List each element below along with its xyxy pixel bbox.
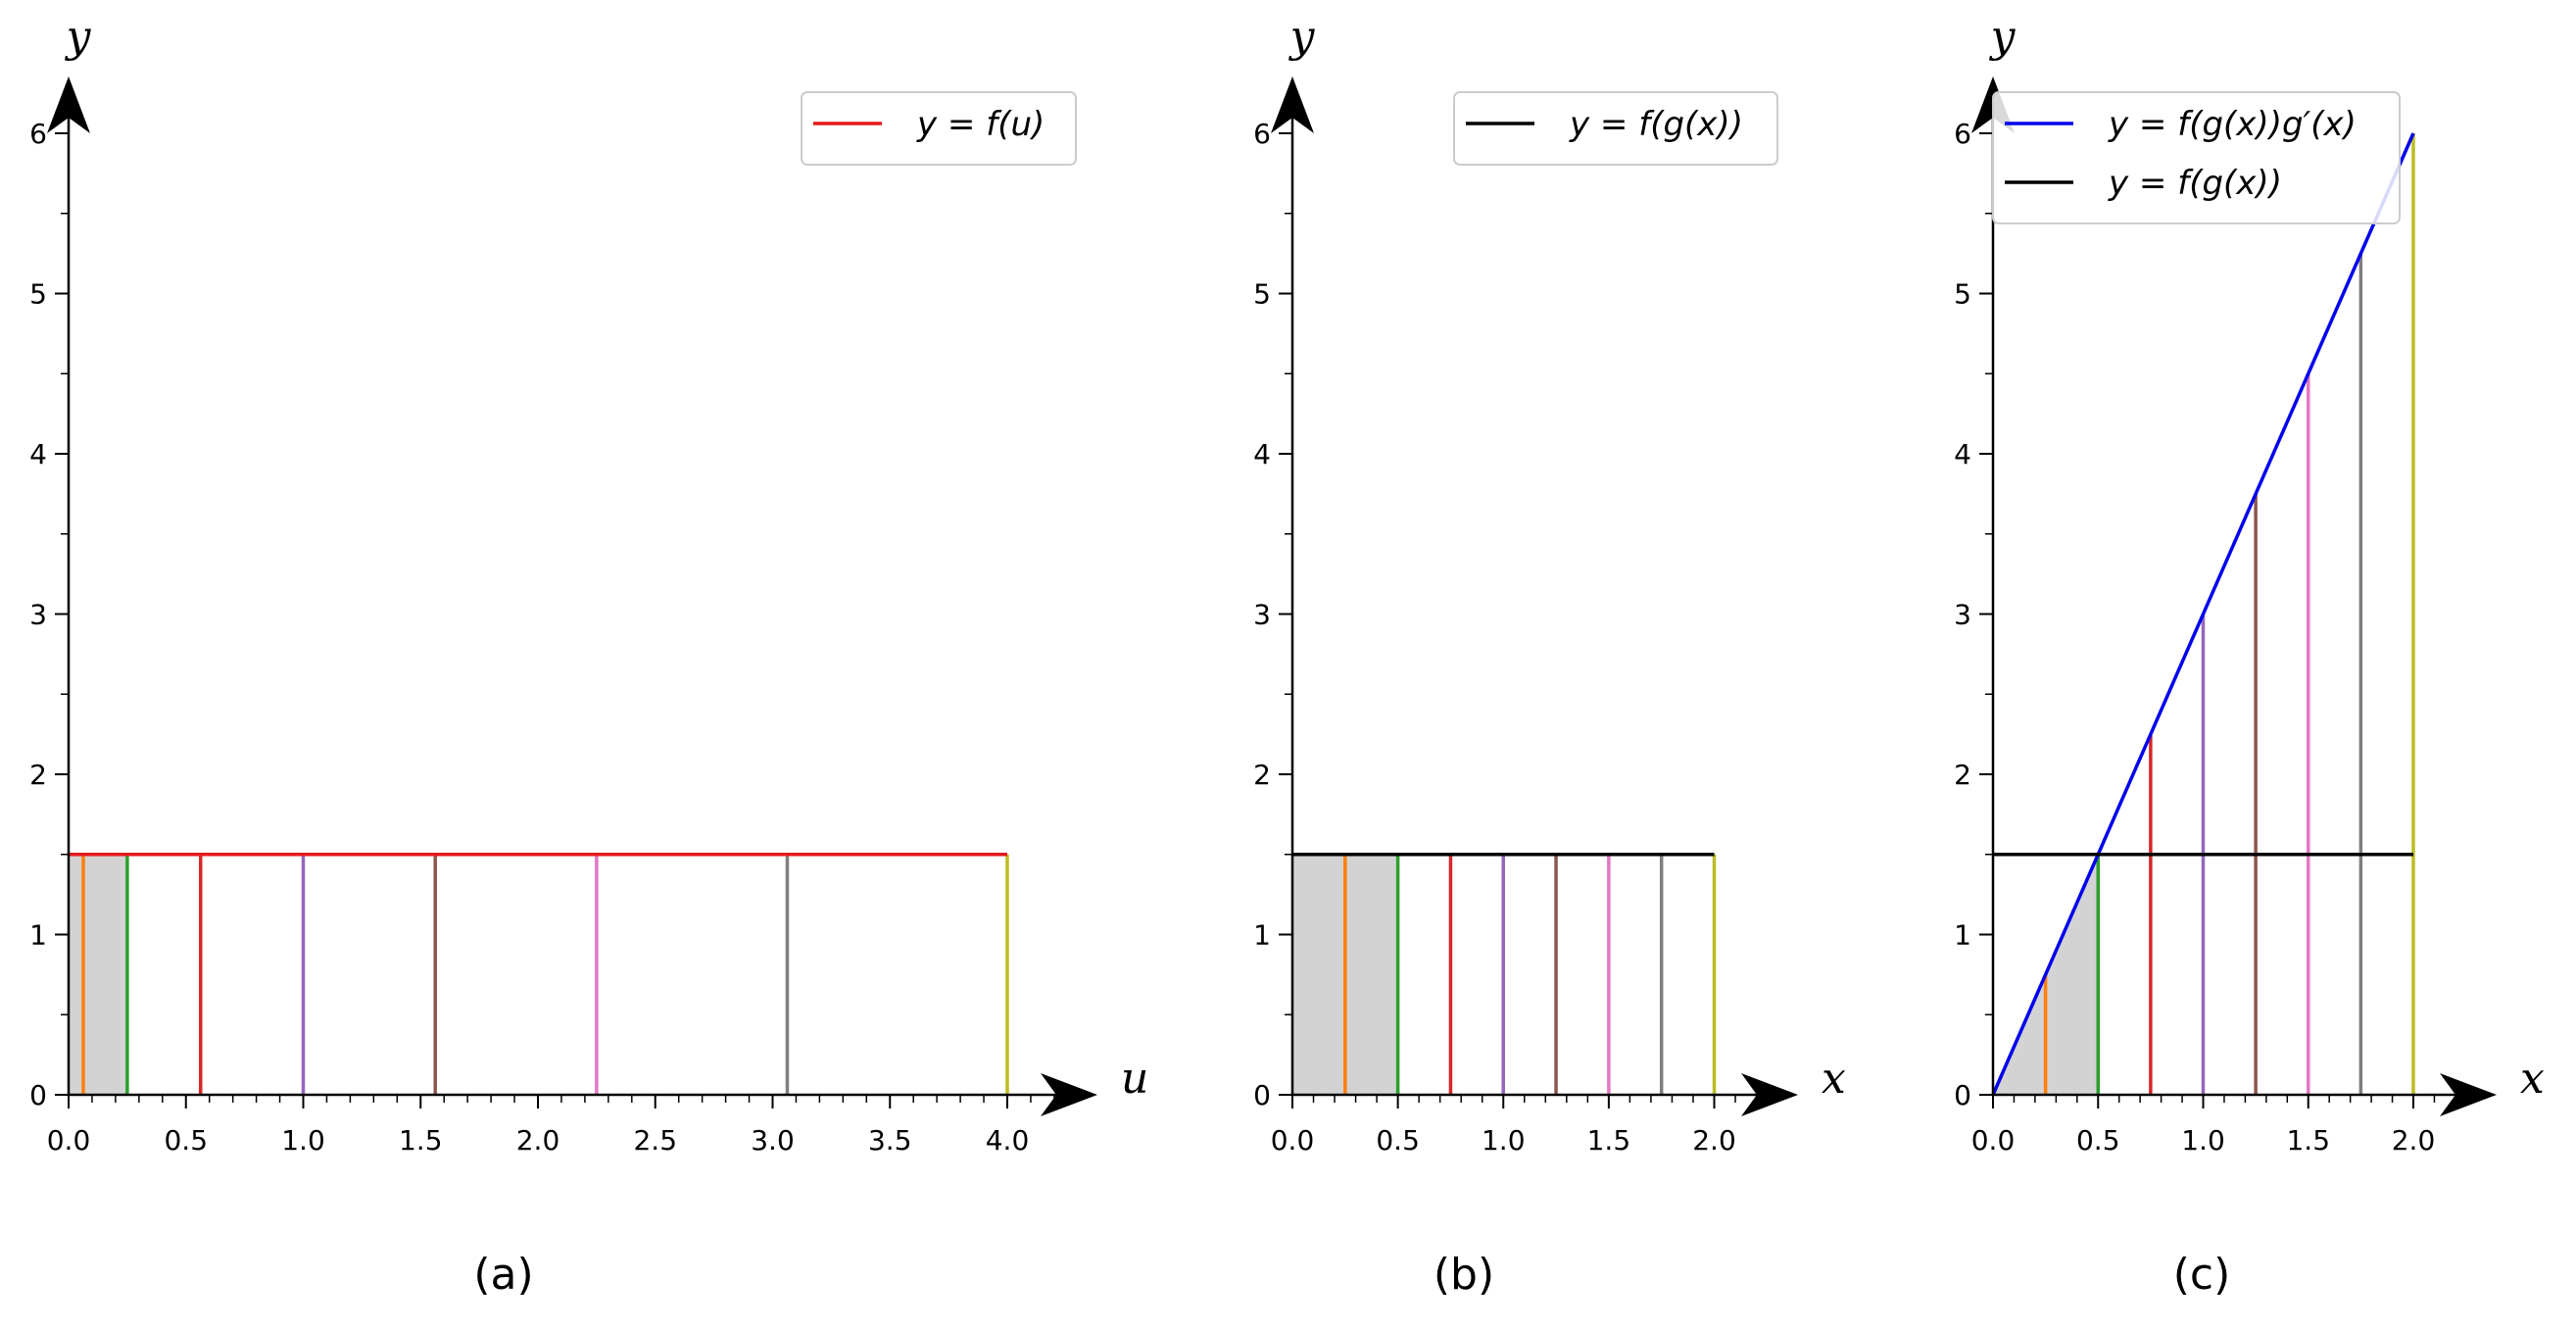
legend-label: y = f(g(x)) — [1569, 105, 1743, 144]
x-tick-label: 1.5 — [2286, 1124, 2330, 1157]
y-axis-label: y — [65, 12, 92, 62]
y-tick-label: 2 — [1954, 759, 1971, 791]
panel-caption: (a) — [473, 1250, 533, 1300]
y-axis-label: y — [1989, 12, 2017, 62]
x-axis-arrow — [1041, 1073, 1097, 1116]
y-tick-label: 3 — [1954, 599, 1971, 631]
x-tick-label: 0.5 — [1376, 1124, 1420, 1157]
x-tick-label: 0.5 — [2076, 1124, 2120, 1157]
x-tick-label: 4.0 — [986, 1124, 1030, 1157]
y-axis-arrow — [47, 76, 90, 133]
series-line-1 — [1991, 132, 2415, 1096]
chart-panel-b: 0.0 0.5 1.0 1.5 2.0 0 1 2 3 4 5 6 x y y = f(g(x)) (b) — [1253, 12, 1846, 1300]
x-axis-label: x — [2520, 1054, 2545, 1104]
x-tick-label: 1.0 — [281, 1124, 325, 1157]
x-tick-label: 1.0 — [1482, 1124, 1526, 1157]
panel-caption: (c) — [2173, 1250, 2231, 1300]
x-tick-label: 3.0 — [751, 1124, 795, 1157]
x-tick-label: 0.5 — [164, 1124, 208, 1157]
x-tick-label: 0.0 — [1971, 1124, 2016, 1157]
x-tick-label: 0.0 — [1271, 1124, 1315, 1157]
chart-panel-c: 0.0 0.5 1.0 1.5 2.0 0 1 2 3 4 5 6 x y y = f(g(x))g′(x)… — [1954, 12, 2545, 1300]
y-tick-label: 0 — [29, 1079, 47, 1111]
x-tick-label: 2.5 — [633, 1124, 677, 1157]
y-tick-label: 6 — [1954, 118, 1971, 150]
x-tick-label: 2.0 — [1692, 1124, 1736, 1157]
y-tick-label: 0 — [1253, 1079, 1271, 1111]
y-tick-label: 2 — [1253, 759, 1271, 791]
legend-label: y = f(u) — [916, 105, 1045, 144]
y-tick-label: 1 — [1253, 919, 1271, 952]
legend-label: y = f(g(x))g′(x) — [2108, 105, 2357, 144]
legend-box — [1453, 91, 1778, 166]
x-axis-arrow — [1741, 1073, 1798, 1116]
y-tick-label: 1 — [1954, 919, 1971, 952]
x-tick-label: 1.5 — [399, 1124, 443, 1157]
y-tick-label: 3 — [1253, 599, 1271, 631]
x-axis-arrow — [2440, 1073, 2497, 1116]
x-tick-label: 1.5 — [1587, 1124, 1631, 1157]
y-axis-arrow — [1271, 76, 1314, 133]
y-tick-label: 5 — [1253, 278, 1271, 311]
y-tick-label: 4 — [1253, 438, 1271, 470]
x-axis-label: u — [1121, 1054, 1148, 1104]
x-tick-label: 0.0 — [47, 1124, 91, 1157]
y-tick-label: 5 — [1954, 278, 1971, 311]
chart-panel-a: 0.0 0.5 1.0 1.5 2.0 2.5 3.0 3.5 4.0 0 1 2 3 4 5 6 u y y = … — [29, 12, 1148, 1300]
legend-label: y = f(g(x)) — [2108, 164, 2282, 203]
x-tick-label: 3.5 — [868, 1124, 912, 1157]
x-tick-label: 1.0 — [2181, 1124, 2225, 1157]
y-tick-label: 1 — [29, 919, 47, 952]
y-tick-label: 6 — [29, 118, 47, 150]
y-tick-label: 6 — [1253, 118, 1271, 150]
x-axis-label: x — [1822, 1054, 1846, 1104]
x-tick-label: 2.0 — [2392, 1124, 2436, 1157]
legend-box — [1992, 91, 2401, 224]
panel-caption: (b) — [1434, 1250, 1494, 1300]
y-tick-label: 4 — [29, 438, 47, 470]
y-tick-label: 3 — [29, 599, 47, 631]
y-tick-label: 4 — [1954, 438, 1971, 470]
x-tick-label: 2.0 — [516, 1124, 560, 1157]
y-tick-label: 5 — [29, 278, 47, 311]
y-tick-label: 2 — [29, 759, 47, 791]
y-axis-label: y — [1288, 12, 1316, 62]
shaded-area — [69, 854, 127, 1095]
y-tick-label: 0 — [1954, 1079, 1971, 1111]
legend-box — [801, 91, 1077, 166]
